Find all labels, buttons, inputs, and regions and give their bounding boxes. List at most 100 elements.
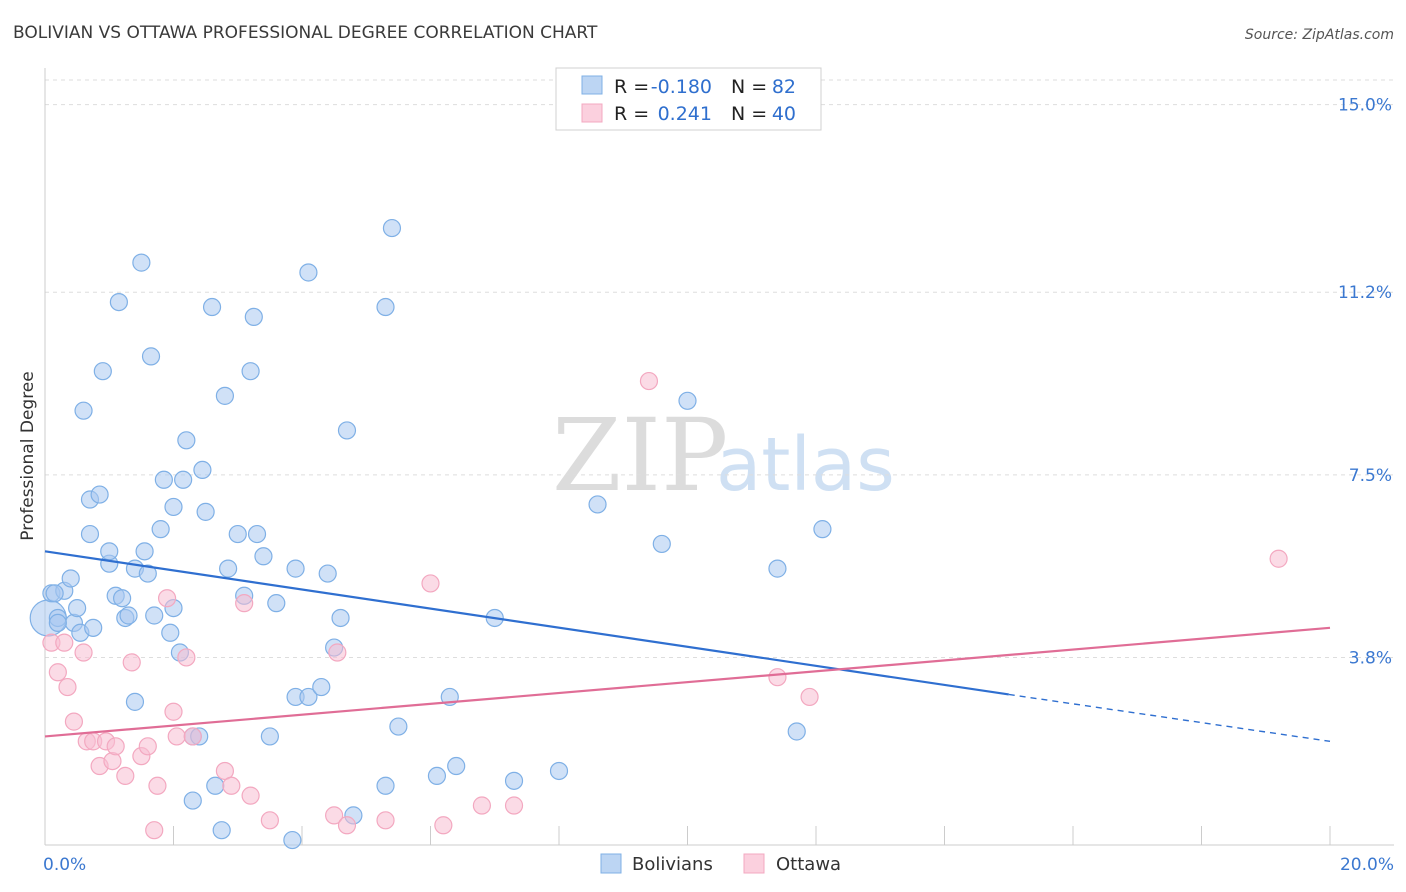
point-ottawa <box>58 677 77 697</box>
point-bolivians <box>382 218 402 238</box>
point-ottawa <box>421 574 440 593</box>
point-ottawa <box>472 796 491 815</box>
point-bolivians <box>119 606 138 625</box>
y-tick-label: 3.8% <box>1349 648 1392 668</box>
legend-swatch-ottawa <box>581 103 603 123</box>
legend-r-value-2: 0.241 <box>658 103 712 125</box>
legend-n-value-1: 82 <box>772 76 796 98</box>
point-bolivians <box>219 559 238 578</box>
point-bolivians <box>145 606 164 625</box>
point-bolivians <box>154 470 173 489</box>
point-ottawa <box>800 687 819 707</box>
legend-r-value-1: -0.180 <box>651 76 712 98</box>
point-bolivians <box>164 497 183 517</box>
point-bolivians <box>247 524 267 544</box>
y-tick-label: 11.2% <box>1338 283 1392 303</box>
point-ottawa <box>434 816 453 835</box>
legend-n-value-2: 40 <box>772 103 796 125</box>
stats-legend: R = -0.180 N = 82 R = 0.241 N = 40 <box>555 67 822 131</box>
chart-source: Source: ZipAtlas.com <box>1245 27 1394 43</box>
point-bolivians <box>504 771 524 790</box>
legend-r-label-2: R = <box>614 103 649 125</box>
point-ottawa <box>337 816 357 835</box>
point-ottawa <box>64 712 84 731</box>
point-bolivians <box>337 421 357 440</box>
point-ottawa <box>177 648 196 667</box>
x-tick-label-min: 0.0% <box>43 855 86 875</box>
y-tick-label: 7.5% <box>1349 466 1392 486</box>
watermark-zip: ZIP <box>552 397 728 514</box>
point-ottawa <box>103 751 122 771</box>
point-bolivians <box>132 253 151 272</box>
point-bolivians <box>260 727 279 746</box>
point-bolivians <box>299 687 318 707</box>
point-ottawa <box>328 643 347 662</box>
point-bolivians <box>206 776 225 795</box>
point-ottawa <box>106 737 125 756</box>
point-ottawa <box>504 796 524 815</box>
point-bolivians <box>228 524 247 544</box>
trend-lines <box>44 550 1331 743</box>
point-ottawa <box>48 663 67 682</box>
point-bolivians <box>549 761 569 781</box>
point-ottawa <box>222 776 241 795</box>
point-bolivians <box>112 589 132 608</box>
point-bolivians <box>161 623 180 642</box>
point-bolivians <box>427 766 447 786</box>
point-ottawa <box>241 786 260 805</box>
point-ottawa <box>145 821 164 840</box>
point-bolivians <box>389 717 408 736</box>
point-bolivians <box>286 559 305 578</box>
point-bolivians <box>241 362 260 381</box>
point-ottawa <box>260 811 279 830</box>
watermark: ZIP atlas <box>552 397 895 514</box>
point-ottawa <box>768 668 787 687</box>
point-ottawa <box>183 727 202 746</box>
point-bolivians <box>283 830 302 850</box>
point-bolivians <box>215 386 234 405</box>
point-ottawa <box>167 727 186 746</box>
point-ottawa <box>235 594 254 613</box>
point-bolivians <box>141 347 161 366</box>
point-ottawa <box>55 633 74 652</box>
point-bolivians <box>48 613 67 633</box>
trend-line-bolivians <box>44 550 1009 696</box>
point-bolivians <box>376 297 395 317</box>
point-bolivians <box>813 520 832 539</box>
point-bolivians <box>125 692 145 711</box>
point-ottawa <box>157 589 177 608</box>
point-bolivians <box>212 821 231 840</box>
point-bolivians <box>787 722 806 741</box>
point-bolivians <box>84 618 103 637</box>
point-bolivians <box>267 594 286 613</box>
point-ottawa <box>325 806 344 825</box>
point-bolivians <box>68 598 87 618</box>
point-ottawa <box>138 737 157 756</box>
point-bolivians <box>93 362 112 381</box>
point-bolivians <box>183 791 202 810</box>
point-bolivians <box>678 391 697 410</box>
point-bolivians <box>174 470 193 489</box>
point-bolivians <box>138 564 157 583</box>
point-bolivians <box>151 520 170 539</box>
point-ottawa <box>1269 549 1288 568</box>
point-bolivians <box>109 292 128 312</box>
bottom-legend-label-bolivians: Bolivians <box>632 854 713 875</box>
y-axis-label: Professional Degree <box>18 371 38 540</box>
series-legend: Bolivians Ottawa <box>600 853 841 875</box>
trend-line-bolivians-extrapolated <box>1008 693 1331 743</box>
watermark-atlas: atlas <box>716 422 895 508</box>
legend-swatch-bolivians <box>581 75 603 95</box>
legend-n-label-1: N = <box>731 76 767 98</box>
point-bolivians <box>318 564 337 583</box>
bottom-legend-swatch-ottawa <box>743 853 765 874</box>
point-bolivians <box>135 542 154 561</box>
point-ottawa <box>122 653 141 672</box>
point-bolivians <box>376 776 395 795</box>
point-bolivians <box>90 485 109 504</box>
point-bolivians <box>74 401 93 420</box>
point-bolivians <box>202 297 222 317</box>
point-bolivians <box>196 502 215 521</box>
point-bolivians <box>45 584 64 603</box>
